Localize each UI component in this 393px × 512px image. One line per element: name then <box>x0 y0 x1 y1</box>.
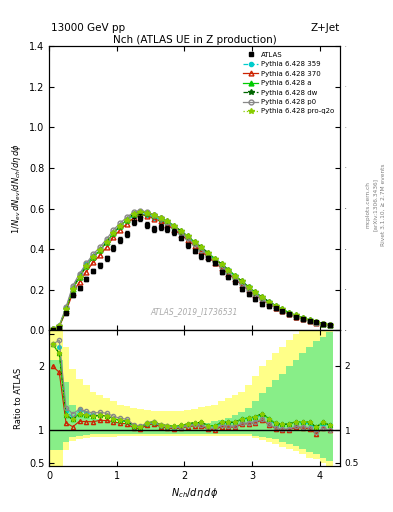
Text: [arXiv:1306.3436]: [arXiv:1306.3436] <box>373 178 378 231</box>
Text: Rivet 3.1.10, ≥ 2.7M events: Rivet 3.1.10, ≥ 2.7M events <box>381 163 386 246</box>
Text: mcplots.cern.ch: mcplots.cern.ch <box>366 181 371 228</box>
Text: ATLAS_2019_I1736531: ATLAS_2019_I1736531 <box>151 307 238 316</box>
Text: 13000 GeV pp: 13000 GeV pp <box>51 23 125 33</box>
Legend: ATLAS, Pythia 6.428 359, Pythia 6.428 370, Pythia 6.428 a, Pythia 6.428 dw, Pyth: ATLAS, Pythia 6.428 359, Pythia 6.428 37… <box>241 50 336 117</box>
Y-axis label: Ratio to ATLAS: Ratio to ATLAS <box>14 368 23 429</box>
Y-axis label: $1/N_{ev}\,dN_{ev}/dN_{ch}/d\eta\,d\phi$: $1/N_{ev}\,dN_{ev}/dN_{ch}/d\eta\,d\phi$ <box>10 143 23 234</box>
Title: Nch (ATLAS UE in Z production): Nch (ATLAS UE in Z production) <box>113 35 276 45</box>
X-axis label: $N_{ch}/d\eta\,d\phi$: $N_{ch}/d\eta\,d\phi$ <box>171 486 218 500</box>
Text: Z+Jet: Z+Jet <box>311 23 340 33</box>
